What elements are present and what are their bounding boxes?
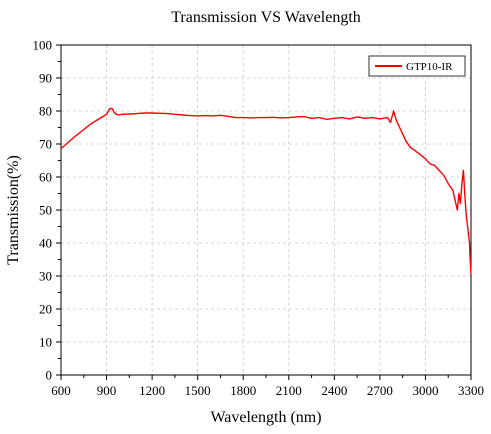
y-tick-label: 100	[33, 38, 53, 53]
y-tick-label: 60	[39, 170, 52, 185]
y-tick-label: 70	[39, 137, 52, 152]
legend-box	[368, 55, 466, 77]
x-tick-label: 2100	[276, 383, 302, 398]
y-tick-labels: 0 10 20 30 40 50 60 70 80 90 100	[33, 38, 53, 383]
x-tick-label: 1500	[185, 383, 211, 398]
y-tick-label: 90	[39, 71, 52, 86]
x-tick-label: 3300	[458, 383, 484, 398]
y-tick-label: 40	[39, 236, 52, 251]
chart-title: Transmission VS Wavelength	[171, 9, 361, 26]
y-tick-label: 10	[39, 335, 52, 350]
y-tick-label: 30	[39, 269, 52, 284]
y-tick-label: 80	[39, 104, 52, 119]
y-tick-label: 50	[39, 203, 52, 218]
series-line-gtp10-ir	[60, 107, 472, 275]
x-tick-label: 2400	[321, 383, 347, 398]
legend: GTP10-IR	[368, 55, 466, 77]
legend-label: GTP10-IR	[406, 61, 453, 73]
x-tick-label: 900	[97, 383, 117, 398]
x-axis-title: Wavelength (nm)	[210, 409, 321, 426]
x-tick-label: 600	[51, 383, 71, 398]
x-tick-label: 1800	[230, 383, 256, 398]
grid-lines	[61, 45, 471, 375]
y-tick-label: 0	[46, 368, 53, 383]
x-tick-label: 3000	[412, 383, 438, 398]
x-tick-labels: 600 900 1200 1500 1800 2100 2400 2700 3000 3300	[51, 383, 484, 398]
x-tick-label: 1200	[139, 383, 165, 398]
axis-ticks	[56, 44, 472, 380]
y-tick-label: 20	[39, 302, 52, 317]
x-tick-label: 2700	[367, 383, 393, 398]
y-axis-title: Transmission(%)	[5, 155, 22, 265]
